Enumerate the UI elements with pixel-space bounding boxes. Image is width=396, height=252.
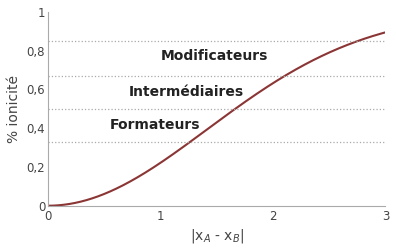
Text: Formateurs: Formateurs [110,118,200,132]
Text: Intermédiaires: Intermédiaires [129,85,244,99]
Text: Modificateurs: Modificateurs [160,49,268,62]
X-axis label: |x$_A$ - x$_B$|: |x$_A$ - x$_B$| [190,227,244,245]
Y-axis label: % ionicité: % ionicité [7,75,21,143]
